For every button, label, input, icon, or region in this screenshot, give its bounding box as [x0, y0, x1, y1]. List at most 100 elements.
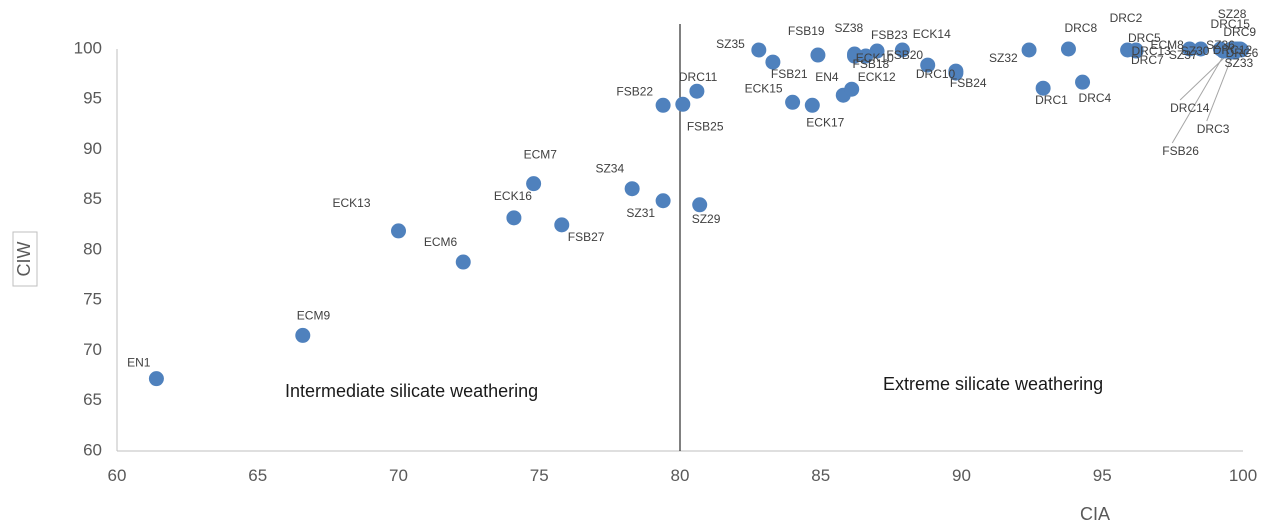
data-label: FSB25 — [687, 119, 724, 133]
data-label: SZ28 — [1218, 7, 1247, 21]
leader-line — [1171, 55, 1224, 144]
data-label: DRC3 — [1197, 122, 1230, 136]
y-tick-label: 65 — [83, 390, 102, 409]
data-point — [1128, 43, 1144, 59]
y-axis-title-group: CIW — [12, 231, 38, 287]
y-tick-label: 70 — [83, 340, 102, 359]
x-tick-label: 60 — [108, 466, 127, 485]
data-point — [751, 42, 767, 58]
region-label-intermediate: Intermediate silicate weathering — [285, 381, 538, 401]
data-label: SZ31 — [626, 206, 655, 220]
x-tick-label: 95 — [1093, 466, 1112, 485]
data-label: ECM7 — [524, 148, 558, 162]
data-label: ECK17 — [806, 115, 844, 129]
data-point — [948, 65, 964, 81]
x-tick-label: 65 — [248, 466, 267, 485]
data-label: SZ29 — [692, 212, 721, 226]
data-label: EN1 — [127, 356, 151, 370]
data-label: FSB23 — [871, 28, 908, 42]
data-label: ECK16 — [494, 189, 532, 203]
data-point — [1021, 42, 1037, 58]
data-label: DRC12 — [1213, 43, 1253, 57]
data-point — [804, 97, 820, 113]
data-point — [689, 83, 705, 99]
data-point — [785, 94, 801, 110]
data-label: FSB19 — [788, 24, 825, 38]
data-label: ECM8 — [1150, 38, 1184, 52]
data-point — [765, 54, 781, 70]
data-label: DRC10 — [916, 67, 956, 81]
x-axis-title: CIA — [1080, 504, 1110, 524]
data-point — [655, 193, 671, 209]
y-tick-label: 95 — [83, 89, 102, 108]
data-label: DRC1 — [1035, 93, 1068, 107]
data-label: ECM6 — [424, 235, 458, 249]
leader-lines — [1171, 55, 1233, 144]
data-label: SZ32 — [989, 51, 1018, 65]
data-label: SZ30 — [1181, 44, 1210, 58]
data-point — [858, 48, 874, 64]
data-point — [1060, 41, 1076, 57]
data-label: FSB24 — [950, 76, 987, 90]
data-label: ECK10 — [856, 51, 894, 65]
x-tick-labels: 60 65 70 75 80 85 90 95 100 — [108, 466, 1258, 485]
data-label: DRC11 — [679, 70, 718, 84]
data-point — [810, 47, 826, 63]
data-label: SZ38 — [835, 21, 864, 35]
data-point — [675, 96, 691, 112]
data-point — [1215, 43, 1231, 59]
data-label: DRC8 — [1064, 21, 1097, 35]
data-point — [869, 43, 885, 59]
data-label: SZ36 — [1206, 38, 1235, 52]
leader-line — [1206, 56, 1233, 122]
data-point — [847, 48, 863, 64]
data-point — [506, 210, 522, 226]
data-point — [148, 371, 164, 387]
data-label: DRC9 — [1223, 25, 1256, 39]
data-label: DRC5 — [1128, 31, 1161, 45]
data-label: DRC15 — [1211, 17, 1251, 31]
data-label: SZ35 — [716, 37, 745, 51]
y-tick-label: 100 — [74, 38, 102, 57]
y-axis-title-box — [12, 231, 38, 287]
data-point — [554, 217, 570, 233]
data-point — [920, 57, 936, 73]
data-point — [526, 176, 542, 192]
point-labels: EN1 ECM9 ECK13 ECM6 ECK16 ECM7 FSB27 SZ34 SZ31 FS… — [127, 7, 1259, 370]
region-label-extreme: Extreme silicate weathering — [883, 374, 1103, 394]
data-point — [391, 223, 406, 239]
data-label: EN4 — [815, 70, 839, 84]
data-label: DRC2 — [1110, 11, 1143, 25]
x-tick-label: 85 — [811, 466, 830, 485]
data-point — [844, 81, 860, 97]
x-tick-label: 75 — [530, 466, 549, 485]
data-label: ECK15 — [745, 81, 783, 95]
data-label: DRC7 — [1131, 53, 1164, 67]
x-tick-label: 100 — [1229, 466, 1257, 485]
data-point — [692, 197, 708, 213]
y-tick-label: 60 — [83, 440, 102, 459]
data-label: FSB18 — [853, 57, 890, 71]
data-point — [1193, 41, 1209, 57]
data-label: SZ34 — [595, 162, 624, 176]
y-tick-label: 90 — [83, 139, 102, 158]
data-label: FSB27 — [568, 230, 605, 244]
y-tick-label: 75 — [83, 290, 102, 309]
data-label: DRC6 — [1226, 46, 1259, 60]
data-label: SZ33 — [1225, 56, 1254, 70]
data-label: ECK14 — [913, 27, 951, 41]
data-label: SZ37 — [1169, 48, 1198, 62]
data-label: DRC4 — [1079, 91, 1112, 105]
data-point — [455, 254, 471, 270]
y-tick-label: 80 — [83, 239, 102, 258]
data-label: FSB26 — [1162, 144, 1199, 158]
y-axis-title: CIW — [14, 242, 34, 277]
data-label: DRC13 — [1132, 44, 1172, 58]
data-label: FSB20 — [886, 48, 923, 62]
data-point — [295, 327, 311, 343]
x-tick-label: 70 — [389, 466, 408, 485]
data-label: DRC14 — [1170, 101, 1210, 115]
data-point — [1035, 80, 1051, 96]
x-tick-label: 80 — [671, 466, 690, 485]
